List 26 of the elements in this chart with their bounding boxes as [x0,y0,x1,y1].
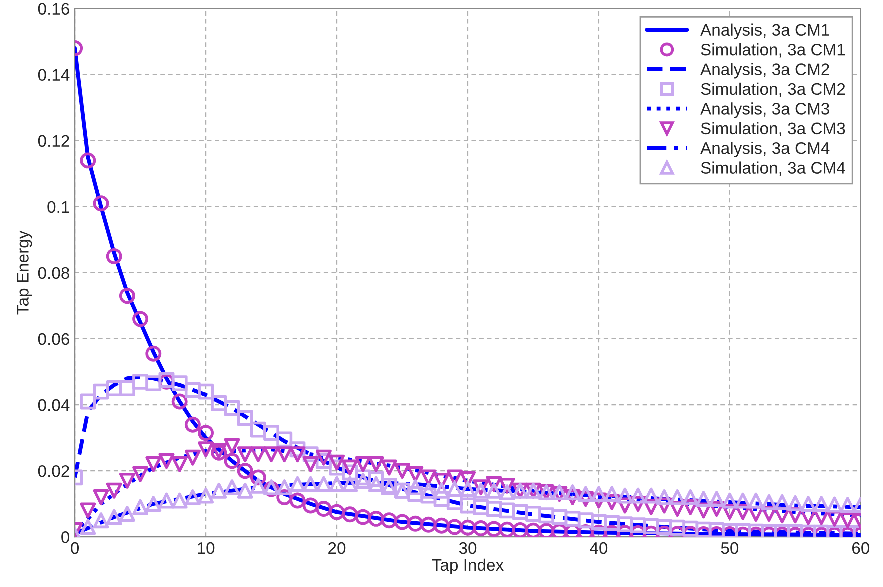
x-tick-label: 50 [721,542,739,554]
x-tick-label: 0 [71,542,80,554]
y-tick-label: 0.06 [38,333,70,346]
x-tick-label: 30 [459,542,477,554]
x-tick-label: 40 [590,542,608,554]
x-tick-label: 60 [852,542,870,554]
y-tick-label: 0.02 [38,465,70,478]
legend-label: Simulation, 3a CM3 [701,122,846,137]
x-axis-title: Tap Index [432,558,504,574]
legend-label: Simulation, 3a CM4 [701,162,846,176]
y-tick-label: 0.12 [38,135,70,148]
y-tick-label: 0.04 [38,399,70,412]
y-tick-label: 0 [62,532,70,544]
y-tick-label: 0.08 [38,267,70,280]
legend-label: Analysis, 3a CM2 [700,63,830,79]
x-tick-label: 20 [328,542,346,554]
y-tick-label: 0.1 [48,201,70,214]
y-axis-title: Tap Energy [17,230,32,315]
y-tick-label: 0.14 [38,69,70,82]
legend-label: Simulation, 3a CM2 [701,82,846,98]
legend-label: Analysis, 3a CM4 [700,142,830,158]
y-tick-label: 0.16 [38,3,70,16]
x-tick-label: 10 [198,542,215,554]
legend-label: Analysis, 3a CM3 [700,102,830,118]
legend-label: Analysis, 3a CM1 [700,24,830,40]
legend-label: Simulation, 3a CM1 [701,44,846,58]
